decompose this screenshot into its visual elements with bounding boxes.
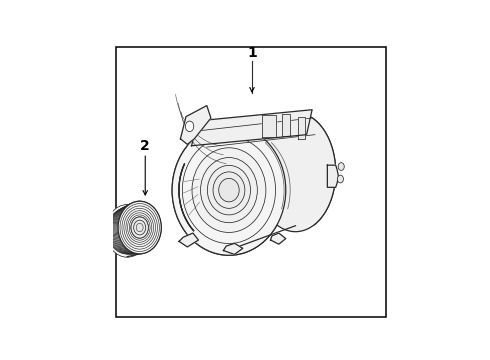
Text: 2: 2 (140, 139, 150, 153)
Ellipse shape (255, 112, 336, 232)
Ellipse shape (338, 163, 344, 170)
Ellipse shape (182, 137, 275, 243)
Text: 1: 1 (247, 46, 257, 60)
Polygon shape (298, 117, 305, 139)
Ellipse shape (134, 220, 146, 235)
Ellipse shape (106, 204, 149, 257)
Polygon shape (327, 165, 339, 187)
Ellipse shape (213, 172, 245, 208)
Ellipse shape (337, 175, 343, 183)
Polygon shape (172, 113, 336, 255)
Ellipse shape (192, 148, 266, 233)
Polygon shape (270, 233, 286, 244)
Polygon shape (179, 233, 198, 247)
Ellipse shape (219, 179, 239, 202)
Polygon shape (180, 105, 211, 144)
Polygon shape (262, 115, 276, 138)
Polygon shape (282, 114, 290, 136)
Ellipse shape (118, 201, 161, 254)
Ellipse shape (185, 121, 194, 132)
Ellipse shape (131, 217, 148, 238)
Ellipse shape (136, 223, 143, 232)
Polygon shape (192, 110, 312, 146)
Ellipse shape (200, 158, 257, 223)
Ellipse shape (172, 125, 286, 255)
Ellipse shape (207, 165, 250, 215)
Polygon shape (223, 243, 243, 255)
